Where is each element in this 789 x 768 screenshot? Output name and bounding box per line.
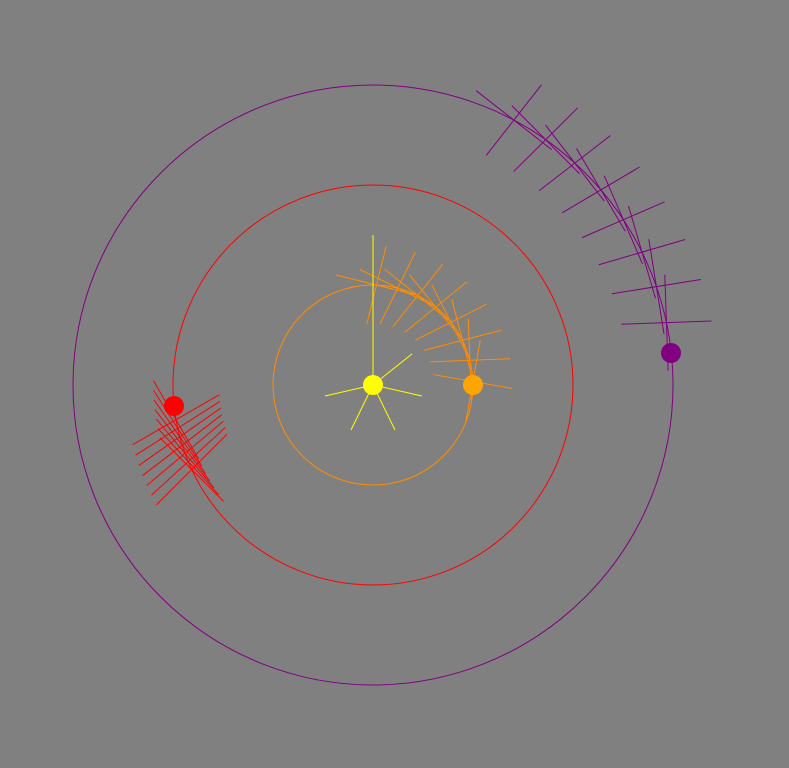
- trail-tick: [561, 166, 640, 214]
- trail-tick: [423, 329, 502, 351]
- planet-inner: [463, 375, 483, 395]
- sun: [363, 375, 383, 395]
- trail-tick: [598, 239, 686, 266]
- trail-tick: [366, 246, 387, 324]
- trail-tick: [581, 201, 665, 239]
- trail-tick: [429, 358, 510, 363]
- planet-middle: [164, 396, 184, 416]
- trail-tick: [379, 252, 416, 325]
- orbit-outer: [72, 84, 674, 686]
- trail-tick: [513, 107, 578, 172]
- trail-tick: [142, 414, 223, 476]
- trail-tick: [156, 433, 228, 506]
- trail-tick: [135, 401, 221, 456]
- trail-outer: [475, 84, 712, 371]
- trail-tick: [151, 427, 226, 496]
- orbit-middle: [172, 184, 574, 586]
- trail-tick: [146, 420, 224, 486]
- trail-middle: [132, 380, 228, 506]
- trail-tick: [485, 84, 542, 156]
- trail-tick: [538, 135, 611, 191]
- trail-tick: [404, 281, 468, 333]
- trail-tick: [138, 407, 222, 466]
- trail-tick: [392, 263, 444, 328]
- trail-tick: [414, 303, 487, 341]
- planet-outer: [661, 343, 681, 363]
- trail-tick: [132, 394, 220, 446]
- trail-tick: [611, 278, 701, 295]
- trail-tick: [621, 320, 712, 325]
- trail-inner: [335, 246, 513, 423]
